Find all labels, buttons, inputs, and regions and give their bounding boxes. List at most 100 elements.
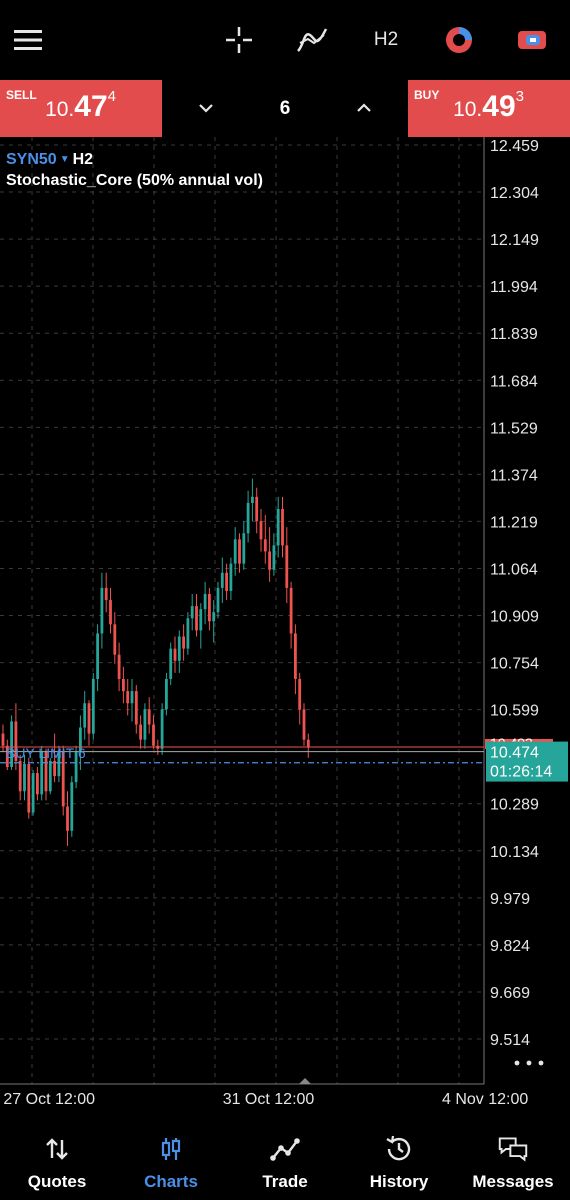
candle-body bbox=[87, 703, 91, 734]
candle-body bbox=[259, 521, 263, 540]
bottom-navigation: Quotes Charts Trade History Messages bbox=[0, 1120, 570, 1200]
candle-body bbox=[306, 739, 310, 748]
sell-button[interactable]: SELL 10.474 bbox=[0, 80, 162, 137]
bid-price-text: 10.474 bbox=[490, 745, 539, 762]
candle-body bbox=[281, 508, 284, 546]
candle-body bbox=[199, 609, 203, 631]
price-axis-label: 12.149 bbox=[490, 232, 539, 249]
candle-body bbox=[57, 751, 61, 777]
candle-body bbox=[251, 496, 254, 503]
nav-trade[interactable]: Trade bbox=[228, 1120, 342, 1200]
buy-button[interactable]: BUY 10.493 bbox=[408, 80, 570, 137]
time-axis-label: 4 Nov 12:00 bbox=[442, 1091, 528, 1108]
more-options-dot bbox=[538, 1060, 544, 1066]
candle-body bbox=[229, 563, 233, 591]
candle-body bbox=[302, 709, 306, 740]
price-axis-label: 9.514 bbox=[490, 1032, 530, 1049]
candle-body bbox=[139, 724, 142, 740]
candle-body bbox=[195, 606, 198, 631]
candle-body bbox=[134, 691, 138, 725]
price-axis-label: 11.219 bbox=[490, 514, 538, 531]
chart-canvas[interactable]: BUY LIMIT 6 12.459 12.304 12.149 11.994 11.83… bbox=[0, 137, 570, 1120]
candle-body bbox=[74, 751, 78, 783]
trade-panel: SELL 10.474 6 BUY 10.493 bbox=[0, 80, 570, 137]
top-toolbar: H2 bbox=[0, 0, 570, 80]
candle-body bbox=[255, 496, 259, 522]
price-axis-label: 10.909 bbox=[490, 609, 539, 626]
nav-label: Quotes bbox=[27, 1172, 87, 1191]
candle-body bbox=[152, 724, 155, 746]
candle-body bbox=[14, 721, 18, 761]
candle-body bbox=[246, 502, 250, 534]
candle-body bbox=[238, 539, 241, 564]
candle-body bbox=[10, 721, 13, 768]
candle-body bbox=[216, 587, 220, 613]
volume-value[interactable]: 6 bbox=[279, 98, 291, 119]
candle-body bbox=[289, 587, 293, 634]
price-axis-label: 10.134 bbox=[490, 844, 539, 861]
buy-limit-label: BUY LIMIT 6 bbox=[6, 745, 86, 761]
objects-icon[interactable] bbox=[441, 22, 477, 58]
candle-body bbox=[91, 678, 95, 734]
trade-icon bbox=[270, 1134, 300, 1164]
candle-body bbox=[27, 763, 31, 813]
candle-body bbox=[212, 612, 216, 622]
symbol-name[interactable]: SYN50 bbox=[6, 151, 57, 168]
history-icon bbox=[384, 1134, 414, 1164]
nav-label: Charts bbox=[144, 1172, 198, 1191]
chart-shift-marker bbox=[299, 1078, 311, 1084]
volume-control: 6 bbox=[162, 80, 408, 137]
nav-label: Messages bbox=[472, 1172, 554, 1191]
buy-label: BUY bbox=[414, 88, 440, 102]
price-axis-label: 10.599 bbox=[490, 703, 539, 720]
messages-icon bbox=[498, 1134, 528, 1164]
volume-increase-button[interactable] bbox=[350, 94, 378, 122]
candle-body bbox=[143, 709, 147, 740]
indicator-icon[interactable] bbox=[294, 22, 330, 58]
candle-body bbox=[122, 678, 125, 692]
price-chart[interactable]: BUY LIMIT 6 12.459 12.304 12.149 11.994 11.83… bbox=[0, 137, 570, 1120]
volume-decrease-button[interactable] bbox=[192, 94, 220, 122]
candle-body bbox=[44, 751, 48, 792]
candle-body bbox=[100, 587, 104, 634]
candle-body bbox=[40, 751, 44, 795]
candle-body bbox=[272, 545, 276, 570]
price-axis-label: 12.459 bbox=[490, 138, 539, 155]
candle-body bbox=[117, 654, 121, 679]
price-axis-label: 9.824 bbox=[490, 938, 530, 955]
timeframe-button[interactable]: H2 bbox=[373, 29, 399, 50]
candle-body bbox=[165, 678, 168, 710]
symbol-dropdown-icon[interactable]: ▼ bbox=[59, 154, 70, 166]
nav-quotes[interactable]: Quotes bbox=[0, 1120, 114, 1200]
candle-body bbox=[190, 606, 194, 619]
candle-body bbox=[31, 773, 35, 813]
candle-body bbox=[48, 760, 52, 792]
crosshair-icon[interactable] bbox=[221, 22, 257, 58]
candle-body bbox=[70, 782, 74, 831]
candle-body bbox=[147, 709, 151, 725]
price-axis-label: 11.994 bbox=[490, 279, 538, 296]
candle-body bbox=[96, 633, 99, 679]
nav-label: History bbox=[369, 1172, 429, 1191]
nav-history[interactable]: History bbox=[342, 1120, 456, 1200]
charts-icon bbox=[156, 1134, 186, 1164]
one-click-trade-icon[interactable] bbox=[514, 22, 550, 58]
candle-body bbox=[104, 587, 108, 601]
candle-body bbox=[79, 727, 82, 752]
bid-price-tag bbox=[486, 741, 568, 782]
candle-body bbox=[83, 703, 87, 728]
buy-price: 10.493 bbox=[453, 88, 524, 123]
chart-symbol[interactable]: SYN50 ▼ H2 bbox=[6, 151, 93, 169]
candle-body bbox=[268, 551, 271, 570]
more-options-dot bbox=[526, 1060, 532, 1066]
candle-body bbox=[18, 760, 22, 792]
time-axis-label: 31 Oct 12:00 bbox=[223, 1091, 315, 1108]
candle-body bbox=[36, 773, 39, 795]
nav-charts[interactable]: Charts bbox=[114, 1120, 228, 1200]
nav-messages[interactable]: Messages bbox=[456, 1120, 570, 1200]
candle-body bbox=[233, 539, 237, 564]
hamburger-menu-icon[interactable] bbox=[10, 22, 46, 58]
candle-body bbox=[294, 633, 297, 679]
sell-label: SELL bbox=[6, 88, 37, 102]
candle-body bbox=[186, 618, 190, 649]
